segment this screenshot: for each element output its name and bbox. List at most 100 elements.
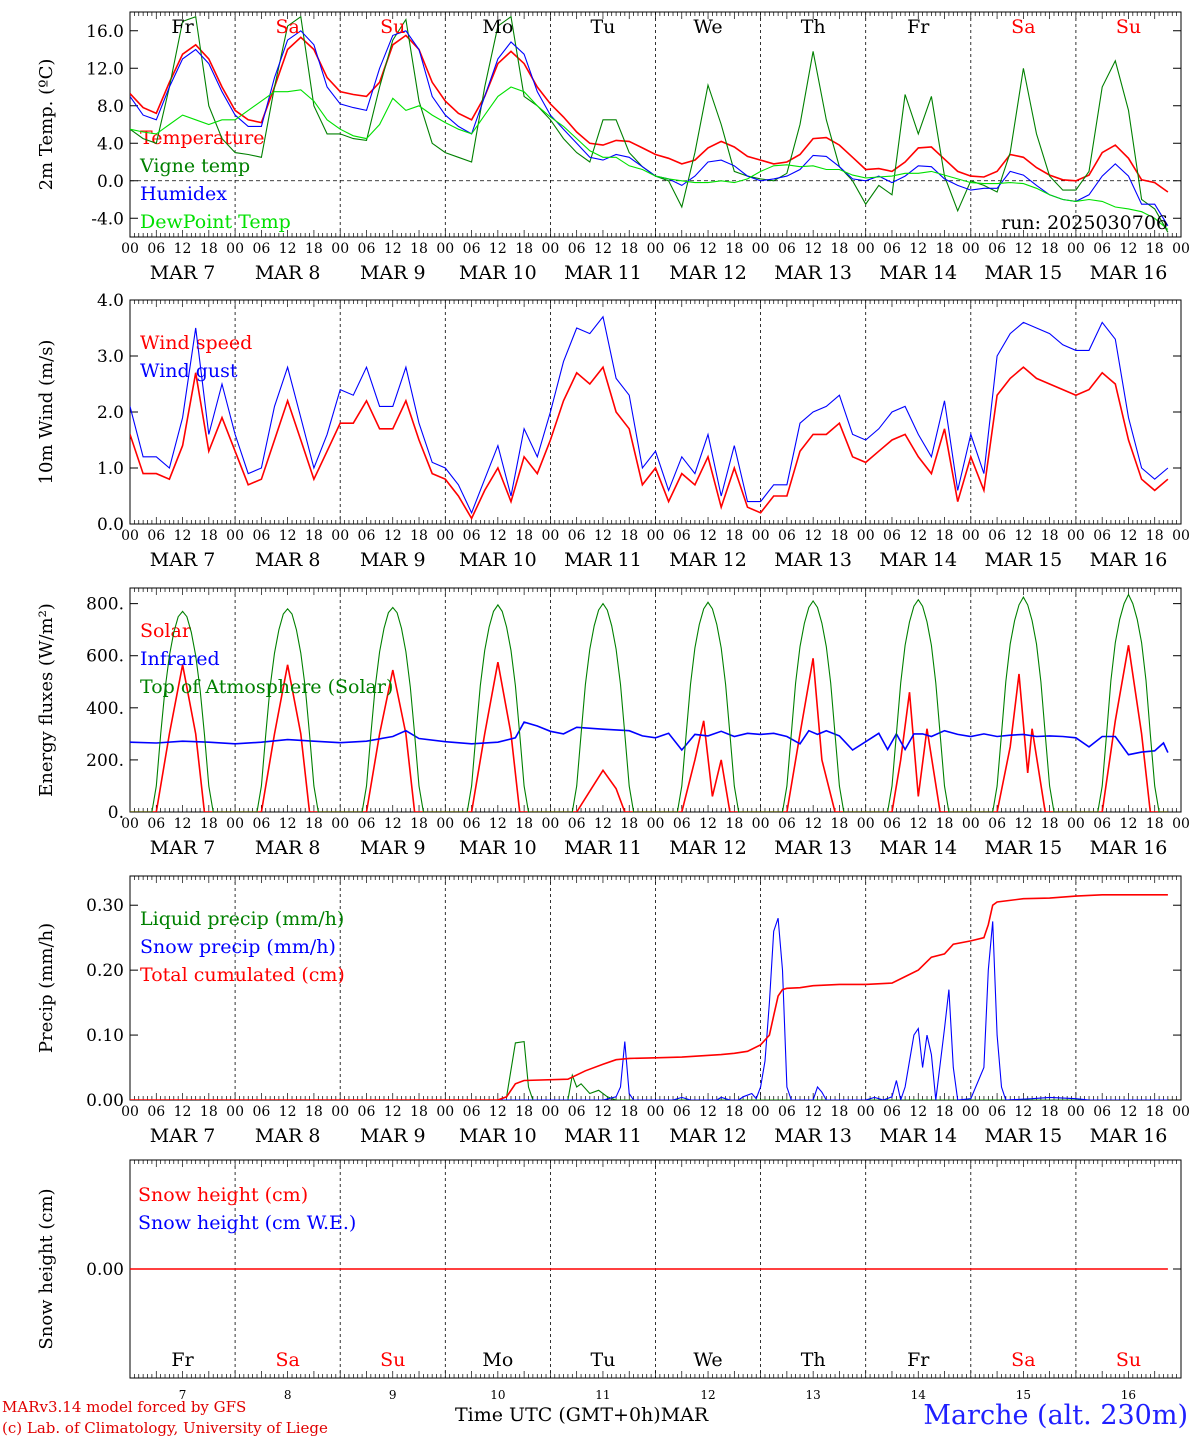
- date-label: MAR 9: [360, 1125, 426, 1147]
- hour-tick-label: 12: [594, 241, 612, 257]
- hour-tick-label: 06: [883, 1104, 901, 1120]
- credit-line-1: MARv3.14 model forced by GFS: [2, 1398, 247, 1416]
- hour-tick-label: 18: [936, 1104, 954, 1120]
- weekday-label: Mo: [482, 1349, 513, 1371]
- series-3-0: [130, 1040, 1168, 1100]
- weekday-label: We: [693, 16, 722, 38]
- hour-tick-label: 00: [541, 528, 559, 544]
- legend-entry: Snow height (cm): [138, 1184, 308, 1206]
- y-tick-label: 1.0: [97, 459, 124, 479]
- hour-tick-label: 06: [883, 528, 901, 544]
- y-tick-label: 0.20: [86, 961, 124, 981]
- time-axis-label: Time UTC (GMT+0h)MAR: [455, 1404, 708, 1426]
- y-tick-label: 800.: [86, 595, 124, 615]
- hour-tick-label: 00: [962, 1104, 980, 1120]
- date-label: MAR 7: [150, 549, 216, 571]
- y-tick-label: 0.00: [86, 1091, 124, 1111]
- series-2-1: [130, 721, 1169, 756]
- y-tick-label: 0.: [108, 803, 124, 823]
- weekday-label: Su: [1116, 16, 1141, 38]
- hour-tick-label: 12: [699, 816, 717, 832]
- weekday-label: Su: [1116, 1349, 1141, 1371]
- date-label: MAR 9: [360, 837, 426, 859]
- hour-tick-label: 00: [436, 816, 454, 832]
- hour-tick-label: 18: [936, 241, 954, 257]
- panel-3: 0.00 0.10 0.20 0.30 Precip (mm/h) Liquid prec…: [36, 875, 1190, 1147]
- hour-tick-label: 18: [620, 241, 638, 257]
- hour-tick-label: 00: [962, 816, 980, 832]
- hour-tick-label: 00: [962, 528, 980, 544]
- legend-entry: Snow precip (mm/h): [140, 936, 336, 958]
- weekday-label: Mo: [482, 16, 513, 38]
- y-axis-label: 2m Temp. (ºC): [36, 59, 57, 191]
- hour-tick-label: 06: [883, 241, 901, 257]
- hour-tick-label: 12: [909, 1104, 927, 1120]
- weekday-label: Su: [380, 16, 405, 38]
- weekday-label: Th: [801, 1349, 826, 1371]
- time-axis-label-text: Time UTC (GMT+0h): [455, 1404, 661, 1426]
- day-number-label: 7: [179, 1388, 187, 1402]
- hour-tick-label: 18: [305, 816, 323, 832]
- panel-frame: [129, 11, 1182, 238]
- hour-tick-label: 12: [804, 241, 822, 257]
- hour-tick-label: 12: [1014, 816, 1032, 832]
- hour-tick-label: 00: [121, 816, 139, 832]
- y-axis-label: Energy fluxes (W/m²): [36, 603, 57, 797]
- hour-tick-label: 12: [279, 1104, 297, 1120]
- date-label: MAR 13: [774, 549, 852, 571]
- hour-tick-label: 12: [279, 241, 297, 257]
- hour-tick-label: 18: [725, 241, 743, 257]
- hour-tick-label: 18: [1146, 528, 1164, 544]
- series-0-3: [130, 86, 1169, 230]
- hour-tick-label: 06: [568, 1104, 586, 1120]
- y-tick-label: 0.0: [97, 515, 124, 535]
- hour-tick-label: 00: [331, 816, 349, 832]
- hour-tick-label: 06: [147, 528, 165, 544]
- date-label: MAR 10: [459, 837, 537, 859]
- hour-tick-label: 12: [384, 1104, 402, 1120]
- date-label: MAR 9: [360, 262, 426, 284]
- date-label: MAR 12: [669, 262, 747, 284]
- day-number-label: 14: [911, 1388, 927, 1402]
- series-0-2: [130, 30, 1169, 227]
- hour-tick-label: 06: [463, 528, 481, 544]
- hour-tick-label: 18: [831, 241, 849, 257]
- y-tick-label: 0.10: [86, 1026, 124, 1046]
- hour-tick-label: 06: [1093, 241, 1111, 257]
- date-label: MAR 12: [669, 1125, 747, 1147]
- hour-tick-label: 18: [1041, 528, 1059, 544]
- legend-entry: Snow height (cm W.E.): [138, 1212, 356, 1234]
- weekday-label: Sa: [1011, 16, 1035, 38]
- weekday-label: Tu: [590, 1349, 615, 1371]
- hour-tick-label: 06: [147, 241, 165, 257]
- hour-tick-label: 06: [463, 241, 481, 257]
- hour-tick-label: 18: [1041, 241, 1059, 257]
- hour-tick-label: 18: [200, 241, 218, 257]
- hour-tick-label: 06: [252, 241, 270, 257]
- hour-tick-label: 18: [515, 241, 533, 257]
- weekday-label: Fr: [907, 1349, 930, 1371]
- hour-tick-label: 00: [436, 528, 454, 544]
- hour-tick-label: 18: [200, 816, 218, 832]
- day-number-label: 16: [1121, 1388, 1136, 1402]
- weekday-label: Fr: [171, 16, 194, 38]
- series-3-2: [130, 894, 1168, 1100]
- hour-tick-label: 12: [594, 1104, 612, 1120]
- hour-tick-label: 12: [489, 528, 507, 544]
- y-axis-label: Precip (mm/h): [36, 923, 57, 1053]
- hour-tick-label: 18: [831, 1104, 849, 1120]
- day-number-label: 10: [490, 1388, 505, 1402]
- legend-entry: Temperature: [140, 127, 264, 149]
- hour-tick-label: 18: [515, 816, 533, 832]
- hour-tick-label: 18: [305, 528, 323, 544]
- date-label: MAR 16: [1090, 262, 1168, 284]
- series-0-0: [130, 34, 1169, 193]
- hour-tick-label: 00: [647, 1104, 665, 1120]
- weekday-label: Fr: [907, 16, 930, 38]
- y-tick-label: 8.0: [97, 97, 124, 117]
- hour-tick-label: 18: [1146, 241, 1164, 257]
- y-axis-label: Snow height (cm): [36, 1188, 57, 1349]
- date-label: MAR 8: [255, 837, 321, 859]
- day-number-label: 13: [806, 1388, 821, 1402]
- hour-tick-label: 06: [568, 816, 586, 832]
